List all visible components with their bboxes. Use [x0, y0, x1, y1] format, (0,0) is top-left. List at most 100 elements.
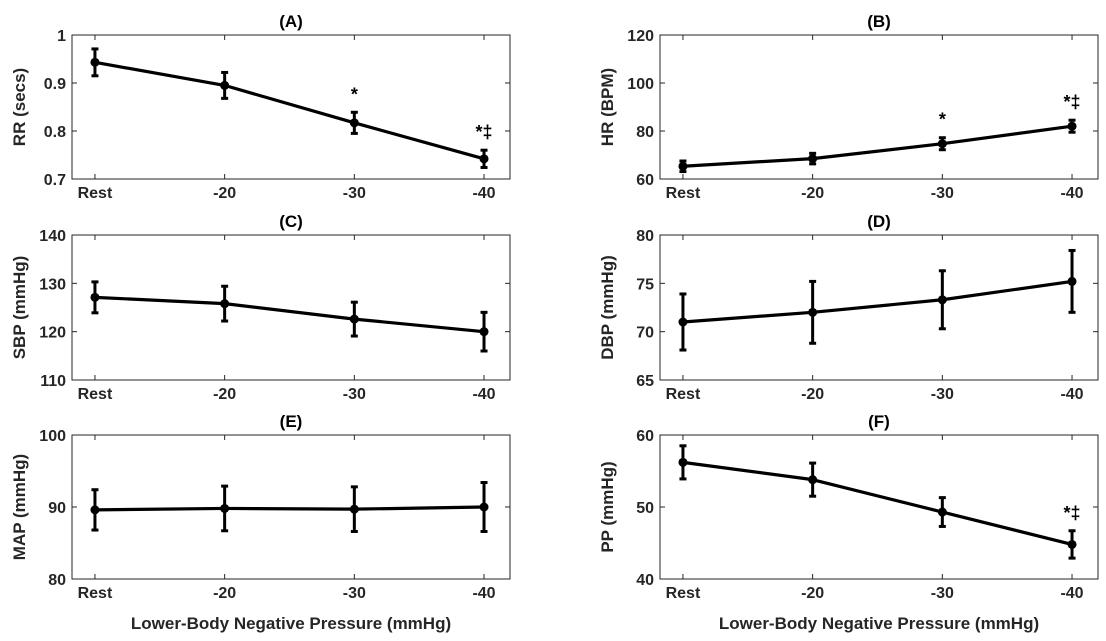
- x-tick-label: Rest: [78, 585, 113, 602]
- y-tick-label: 140: [39, 228, 66, 245]
- chart-panel: (F) 40 50 60 Rest -20 -30 -40 PP (mmHg) Lower-Bod…: [598, 412, 1099, 633]
- axes-box: [71, 34, 511, 180]
- axes-box: [659, 34, 1099, 180]
- chart-panel: (E) 80 90 100 Rest -20 -30 -40 MAP (mmHg) Lower-B…: [10, 412, 511, 633]
- data-point: [220, 80, 230, 90]
- y-tick-label: 75: [636, 276, 654, 293]
- x-tick-label: -20: [213, 585, 236, 602]
- data-point: [678, 457, 688, 467]
- y-tick-label: 80: [48, 572, 66, 589]
- significance-annotation: *‡: [1064, 503, 1081, 523]
- series-line: [682, 124, 1073, 168]
- x-axis-label: Lower-Body Negative Pressure (mmHg): [131, 614, 451, 633]
- chart-panel: (D) 65 70 75 80 Rest -20 -30 -40 DBP (mmHg): [598, 212, 1099, 403]
- y-axis-label: SBP (mmHg): [10, 256, 29, 360]
- data-point: [937, 295, 947, 305]
- x-axis-label: Lower-Body Negative Pressure (mmHg): [719, 614, 1039, 633]
- chart-panel: (A) 0.7 0.8 0.9 1 Rest -20 -30 -40 RR (secs) * *‡: [10, 12, 511, 202]
- data-point: [678, 317, 688, 327]
- y-tick-label: 65: [636, 373, 654, 390]
- x-tick-label: -20: [801, 386, 824, 403]
- x-tick-label: -30: [931, 185, 954, 202]
- data-point: [349, 504, 359, 514]
- data-point: [678, 161, 688, 171]
- x-tick-label: Rest: [666, 185, 701, 202]
- y-tick-label: 80: [636, 124, 654, 141]
- x-tick-label: Rest: [78, 185, 113, 202]
- data-point: [220, 299, 230, 309]
- y-tick-label: 60: [636, 172, 654, 189]
- panel-title: (E): [280, 412, 303, 431]
- series-line: [682, 460, 1073, 546]
- y-tick-label: 120: [627, 28, 654, 45]
- data-point: [90, 57, 100, 67]
- y-tick-label: 60: [636, 428, 654, 445]
- y-axis-label: HR (BPM): [598, 68, 617, 146]
- x-tick-label: Rest: [666, 386, 701, 403]
- y-tick-label: 120: [39, 325, 66, 342]
- x-tick-label: -40: [472, 185, 495, 202]
- x-tick-label: -30: [931, 585, 954, 602]
- x-tick-label: -30: [343, 386, 366, 403]
- data-point: [1067, 539, 1077, 549]
- y-tick-label: 110: [40, 373, 66, 390]
- y-axis-label: DBP (mmHg): [598, 255, 617, 360]
- data-point: [937, 139, 947, 149]
- y-tick-label: 100: [39, 428, 66, 445]
- data-point: [90, 292, 100, 302]
- data-point: [349, 118, 359, 128]
- x-tick-label: Rest: [666, 585, 701, 602]
- x-tick-label: -40: [1060, 386, 1083, 403]
- panel-title: (D): [867, 212, 891, 231]
- data-point: [937, 507, 947, 517]
- y-tick-label: 40: [636, 572, 654, 589]
- data-point: [1067, 276, 1077, 286]
- data-point: [808, 475, 818, 485]
- data-point: [479, 327, 489, 337]
- panel-title: (A): [279, 12, 303, 31]
- y-tick-label: 0.9: [44, 76, 66, 93]
- series-line: [94, 60, 485, 161]
- panel-title: (B): [867, 12, 891, 31]
- data-point: [90, 505, 100, 515]
- data-point: [808, 307, 818, 317]
- y-axis-label: RR (secs): [10, 68, 29, 146]
- y-tick-label: 50: [636, 500, 654, 517]
- data-point: [808, 154, 818, 164]
- y-axis-label: MAP (mmHg): [10, 454, 29, 560]
- data-point: [479, 502, 489, 512]
- x-tick-label: -40: [472, 585, 495, 602]
- chart-panel: (C) 110 120 130 140 Rest -20 -30 -40 SBP (mmHg): [10, 212, 511, 403]
- y-tick-label: 100: [627, 76, 654, 93]
- x-tick-label: -20: [801, 585, 824, 602]
- x-tick-label: -20: [213, 386, 236, 403]
- x-tick-label: Rest: [78, 386, 113, 403]
- x-tick-label: -30: [931, 386, 954, 403]
- significance-annotation: *: [351, 84, 358, 104]
- axes-box: [71, 234, 511, 381]
- y-tick-label: 130: [39, 276, 66, 293]
- chart-panel: (B) 60 80 100 120 Rest -20 -30 -40 HR (BPM) * *‡: [598, 12, 1099, 202]
- series-line: [94, 295, 485, 334]
- y-axis-label: PP (mmHg): [598, 461, 617, 552]
- series-line: [94, 505, 485, 512]
- x-tick-label: -40: [472, 386, 495, 403]
- x-tick-label: -40: [1060, 185, 1083, 202]
- y-tick-label: 90: [48, 500, 66, 517]
- y-tick-label: 1: [57, 28, 66, 45]
- data-point: [1067, 121, 1077, 131]
- data-point: [220, 503, 230, 513]
- panel-title: (C): [279, 212, 303, 231]
- significance-annotation: *‡: [476, 122, 493, 142]
- x-tick-label: -20: [801, 185, 824, 202]
- y-tick-label: 70: [636, 325, 654, 342]
- x-tick-label: -30: [343, 585, 366, 602]
- data-point: [349, 314, 359, 324]
- axes-box: [659, 434, 1099, 580]
- significance-annotation: *‡: [1064, 92, 1081, 112]
- x-tick-label: -40: [1060, 585, 1083, 602]
- data-point: [479, 154, 489, 164]
- y-tick-label: 0.8: [44, 124, 66, 141]
- x-tick-label: -20: [213, 185, 236, 202]
